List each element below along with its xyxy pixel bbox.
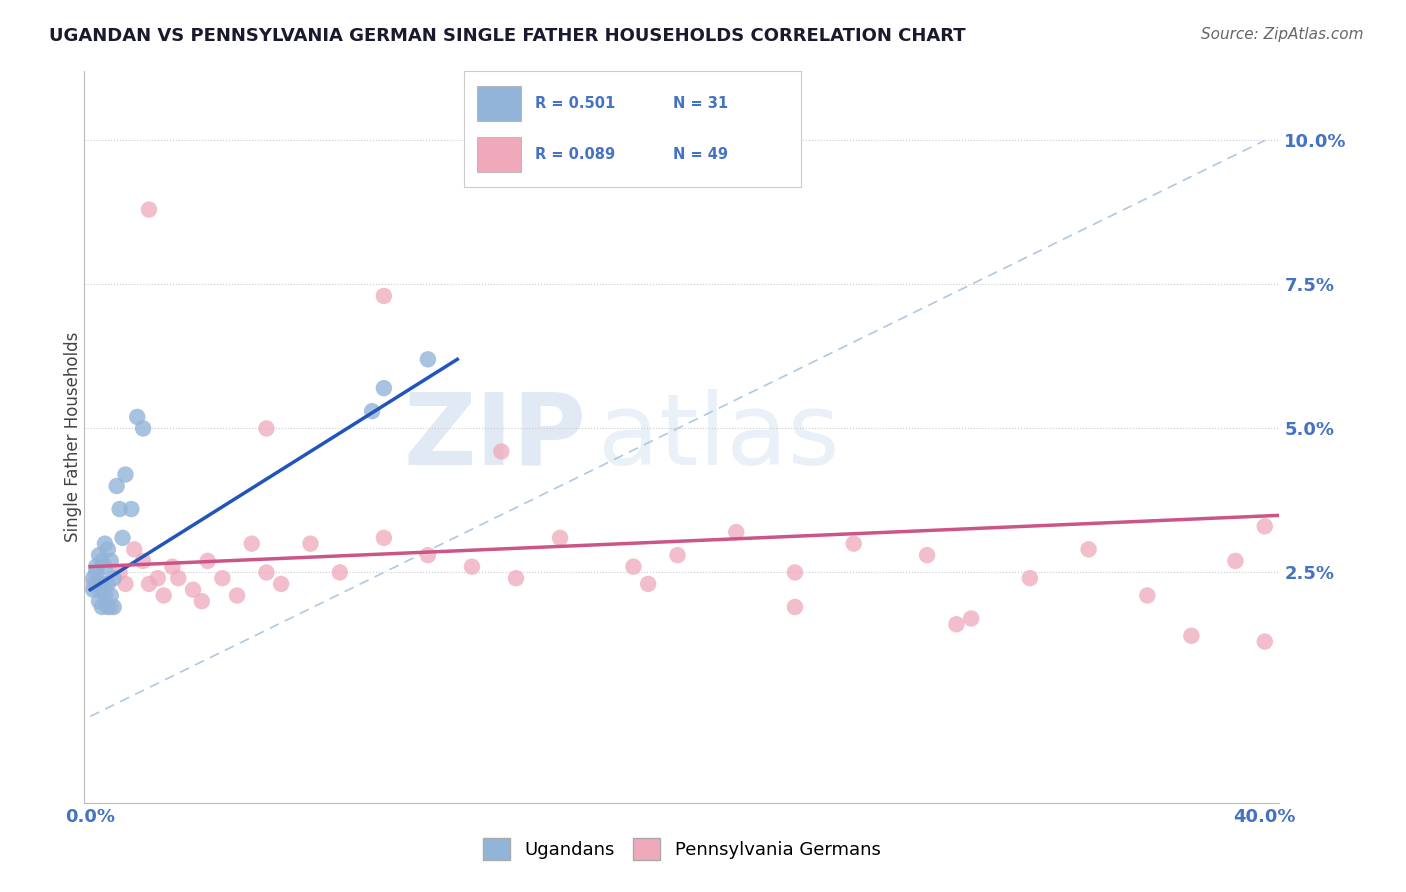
Point: [127, 409, 149, 424]
Point: [548, 531, 571, 545]
Point: [87, 594, 110, 608]
Point: [191, 594, 214, 608]
Point: [82, 582, 104, 597]
Point: [132, 554, 155, 568]
Point: [416, 352, 439, 367]
Point: [1018, 571, 1040, 585]
Point: [361, 404, 384, 418]
Point: [783, 566, 806, 580]
Point: [94, 559, 117, 574]
Point: [97, 577, 120, 591]
Point: [108, 502, 131, 516]
Point: [505, 571, 527, 585]
Point: [152, 589, 174, 603]
Point: [842, 536, 865, 550]
Text: N = 31: N = 31: [673, 96, 728, 112]
Point: [240, 536, 263, 550]
Point: [254, 566, 277, 580]
Text: R = 0.089: R = 0.089: [534, 147, 614, 162]
Y-axis label: Single Father Households: Single Father Households: [65, 332, 82, 542]
Point: [91, 577, 114, 591]
Point: [84, 566, 107, 580]
Point: [725, 525, 748, 540]
Text: R = 0.501: R = 0.501: [534, 96, 614, 112]
Legend: Ugandans, Pennsylvania Germans: Ugandans, Pennsylvania Germans: [477, 830, 887, 867]
FancyBboxPatch shape: [478, 137, 522, 172]
Point: [120, 502, 142, 516]
Point: [373, 381, 395, 395]
Point: [181, 582, 204, 597]
Point: [103, 599, 125, 614]
Point: [416, 548, 439, 562]
Point: [94, 582, 117, 597]
Point: [84, 577, 107, 591]
Point: [97, 542, 120, 557]
Point: [1136, 589, 1159, 603]
Point: [114, 467, 136, 482]
Point: [461, 559, 484, 574]
Point: [108, 566, 131, 580]
Point: [1225, 554, 1247, 568]
Point: [132, 421, 155, 435]
Point: [299, 536, 322, 550]
Text: atlas: atlas: [599, 389, 839, 485]
Point: [270, 577, 292, 591]
Point: [1254, 519, 1277, 533]
Point: [666, 548, 689, 562]
Point: [82, 577, 104, 591]
Point: [100, 554, 122, 568]
Point: [87, 571, 110, 585]
Point: [329, 566, 352, 580]
Point: [915, 548, 938, 562]
Point: [124, 542, 146, 557]
Point: [1077, 542, 1099, 557]
Point: [114, 577, 136, 591]
Point: [103, 571, 125, 585]
Point: [87, 548, 110, 562]
Point: [373, 289, 395, 303]
Point: [197, 554, 219, 568]
Point: [211, 571, 233, 585]
Point: [1254, 634, 1277, 648]
Point: [373, 531, 395, 545]
Point: [100, 589, 122, 603]
Point: [105, 479, 128, 493]
Point: [960, 611, 983, 625]
Point: [94, 536, 117, 550]
Point: [226, 589, 249, 603]
Point: [82, 571, 104, 585]
Point: [623, 559, 645, 574]
Point: [637, 577, 659, 591]
Text: ZIP: ZIP: [404, 389, 586, 485]
Point: [91, 599, 114, 614]
Point: [167, 571, 190, 585]
Point: [146, 571, 169, 585]
Text: UGANDAN VS PENNSYLVANIA GERMAN SINGLE FATHER HOUSEHOLDS CORRELATION CHART: UGANDAN VS PENNSYLVANIA GERMAN SINGLE FA…: [49, 27, 966, 45]
Point: [138, 202, 160, 217]
FancyBboxPatch shape: [478, 87, 522, 121]
Point: [91, 554, 114, 568]
Point: [94, 589, 117, 603]
Point: [491, 444, 513, 458]
Point: [254, 421, 277, 435]
Point: [84, 559, 107, 574]
Point: [97, 599, 120, 614]
Point: [162, 559, 184, 574]
Point: [87, 582, 110, 597]
Text: Source: ZipAtlas.com: Source: ZipAtlas.com: [1201, 27, 1364, 42]
Text: N = 49: N = 49: [673, 147, 728, 162]
Point: [111, 531, 134, 545]
Point: [100, 599, 122, 614]
Point: [783, 599, 806, 614]
Point: [138, 577, 160, 591]
Point: [945, 617, 967, 632]
Point: [1180, 629, 1202, 643]
